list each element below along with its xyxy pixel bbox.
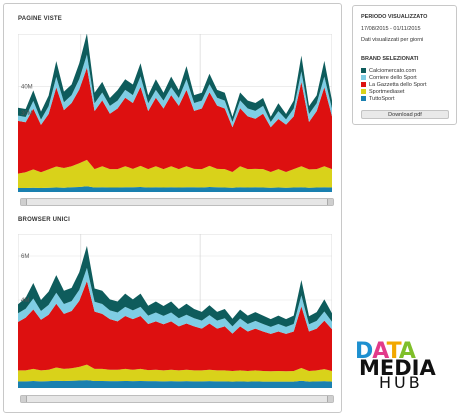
logo-letter: T xyxy=(386,339,400,364)
legend-item: Corriere dello Sport xyxy=(361,74,417,81)
datamediahub-logo: DATA MEDIA HUB xyxy=(355,339,453,392)
area-corriere-dello-sport xyxy=(18,267,332,334)
logo-letter: D xyxy=(355,339,373,364)
area-calciomercato-com xyxy=(18,34,332,122)
scrollbar-left-handle[interactable] xyxy=(21,199,27,205)
logo-letter: A xyxy=(398,339,416,364)
area-sportmediaset xyxy=(18,364,332,382)
legend-swatch xyxy=(361,75,366,80)
legend-label: Calciomercato.com xyxy=(369,67,417,74)
page-views-chart: 30M 40M xyxy=(18,34,332,192)
area-calciomercato-com xyxy=(18,245,332,327)
legend-label: Corriere dello Sport xyxy=(369,74,417,81)
legend-item: Calciomercato.com xyxy=(361,67,416,74)
period-note: Dati visualizzati per giorni xyxy=(361,37,424,43)
page-views-title: PAGINE VISTE xyxy=(18,16,62,22)
area-sportmediaset xyxy=(18,159,332,189)
legend-label: TuttoSport xyxy=(369,95,395,102)
legend-item: Sportmediaset xyxy=(361,88,404,95)
legend-swatch xyxy=(361,68,366,73)
y-tick-label: 6M xyxy=(21,254,29,260)
area-tuttosport xyxy=(18,186,332,192)
logo-word-data: DATA xyxy=(355,339,416,364)
logo-letter: A xyxy=(372,339,387,364)
page-views-scrollbar[interactable] xyxy=(20,198,334,206)
legend-item: TuttoSport xyxy=(361,95,394,102)
logo-word-hub: HUB xyxy=(379,373,423,392)
unique-browsers-scrollbar[interactable] xyxy=(20,395,334,403)
brands-heading: BRAND SELEZIONATI xyxy=(361,56,419,62)
scrollbar-left-handle[interactable] xyxy=(21,396,27,402)
legend-swatch xyxy=(361,89,366,94)
legend-swatch xyxy=(361,82,366,87)
period-heading: PERIODO VISUALIZZATO xyxy=(361,14,428,20)
y-tick-label: 30M xyxy=(21,111,33,117)
area-la-gazzetta-dello-sport xyxy=(18,281,332,372)
logo-word-media: MEDIA xyxy=(359,356,436,380)
charts-panel: PAGINE VISTE 30M 40M BROWSER UNICI 4M 6M xyxy=(3,3,342,413)
scrollbar-right-handle[interactable] xyxy=(327,396,333,402)
y-tick-label: 4M xyxy=(21,298,29,304)
y-tick-label: 40M xyxy=(21,85,33,91)
area-tuttosport xyxy=(18,380,332,388)
legend-label: La Gazzetta dello Sport xyxy=(369,81,427,88)
unique-browsers-chart: 4M 6M xyxy=(18,234,332,388)
side-panel: PERIODO VISUALIZZATO 17/08/2015 - 01/11/… xyxy=(352,5,457,125)
legend-swatch xyxy=(361,96,366,101)
period-range: 17/08/2015 - 01/11/2015 xyxy=(361,26,421,32)
legend-label: Sportmediaset xyxy=(369,88,405,95)
legend-item: La Gazzetta dello Sport xyxy=(361,81,426,88)
scrollbar-right-handle[interactable] xyxy=(327,199,333,205)
download-pdf-button[interactable]: Download pdf xyxy=(361,110,449,119)
unique-browsers-title: BROWSER UNICI xyxy=(18,217,70,223)
area-la-gazzetta-dello-sport xyxy=(18,67,332,174)
